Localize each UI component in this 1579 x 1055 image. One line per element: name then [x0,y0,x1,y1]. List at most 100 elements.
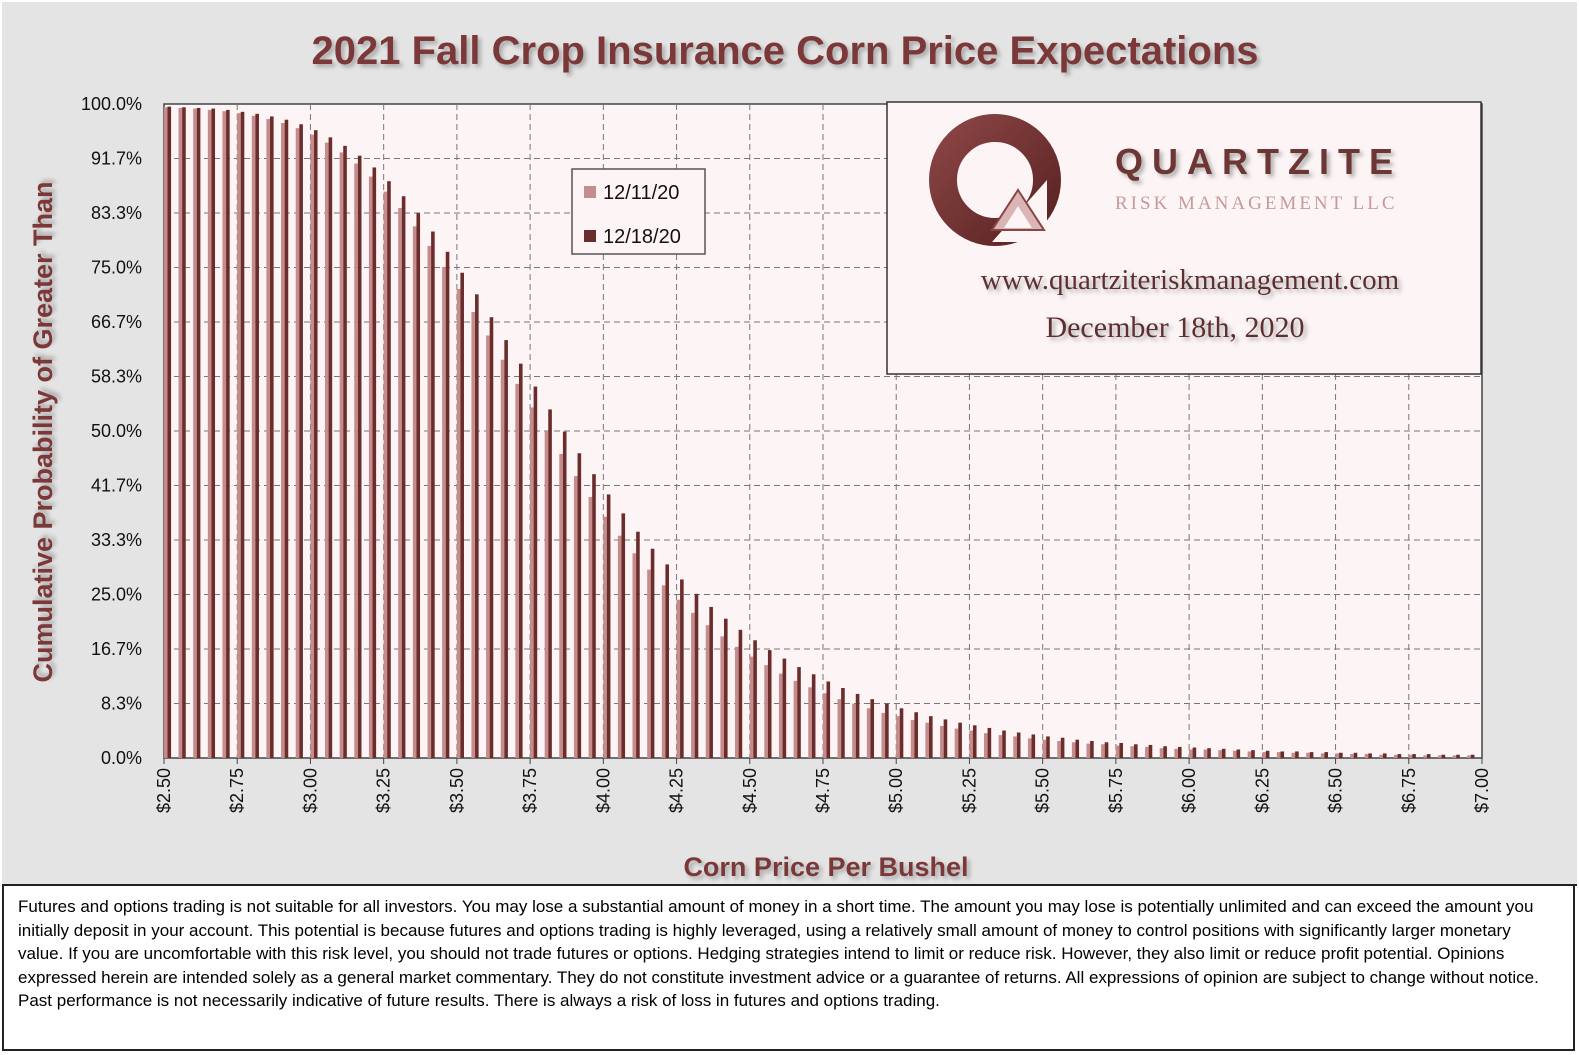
x-tick-label: $7.00 [1472,768,1492,813]
bar-series2 [445,251,450,759]
bar-series1 [808,687,812,758]
bar-series1 [354,163,358,758]
bar-series2 [357,155,362,759]
bar-series1 [324,142,329,759]
bar-series2 [1192,747,1197,758]
bar-series2 [1456,754,1460,758]
bar-series1 [969,730,973,758]
x-tick-label: $2.50 [154,768,174,813]
bar-series2 [826,681,831,758]
disclaimer-text: Futures and options trading is not suita… [18,897,1539,1010]
bar-series1 [1291,752,1296,758]
bar-series1 [266,119,271,759]
bar-series2 [401,196,406,758]
y-axis-ticks: 0.0% 8.3% 16.7% 25.0% 33.3% 41.7% 50.0% 58.3% 66… [81,94,142,768]
bar-series1 [500,359,505,758]
bar-series2 [533,386,538,758]
bar-series1 [998,735,1003,758]
bar-series1 [603,516,607,758]
bar-series2 [650,548,655,758]
bar-series2 [723,618,728,758]
watermark-brand: QUARTZITE [1115,141,1402,182]
bar-series1 [1335,753,1340,758]
x-tick-label: $5.50 [1033,768,1053,813]
bar-series2 [1324,752,1329,758]
bar-series2 [797,667,801,758]
x-tick-label: $6.75 [1399,768,1419,813]
bar-series1 [822,693,827,758]
x-tick-label: $4.50 [740,768,760,813]
bar-series2 [240,111,245,759]
bar-series2 [1177,746,1182,758]
x-tick-label: $2.75 [227,768,247,813]
bar-series2 [1368,753,1372,758]
bar-series2 [606,494,611,758]
watermark-date: December 18th, 2020 [1045,311,1304,344]
bar-series2 [738,629,743,758]
bar-series1 [910,720,915,758]
x-tick-label: $6.25 [1252,768,1272,813]
bar-series1 [954,728,959,758]
bar-series1 [1408,754,1413,758]
x-tick-label: $3.25 [374,768,394,813]
bar-series1 [866,708,871,758]
bar-series2 [914,712,918,758]
bar-series2 [372,167,377,758]
bar-series1 [1364,754,1369,758]
bar-series2 [958,722,962,758]
x-axis-title: Corn Price Per Bushel [683,852,968,882]
bar-series2 [1309,752,1314,758]
bar-series1 [1452,755,1457,758]
bar-series2 [1046,736,1050,758]
bars-group [163,106,1475,759]
bar-series2 [1060,737,1065,758]
bar-series1 [705,625,710,758]
bar-series2 [313,130,318,758]
bar-series1 [398,207,402,759]
bar-series1 [1027,738,1032,758]
bar-series2 [562,431,567,758]
bar-series1 [1071,742,1076,758]
bar-series2 [1075,739,1080,758]
bar-series1 [573,476,578,758]
bar-series1 [632,553,637,758]
bar-series2 [1104,742,1109,758]
bar-series2 [343,145,347,759]
bar-series1 [1115,745,1120,758]
bar-series2 [270,116,274,759]
bar-series2 [753,640,757,758]
bar-series1 [837,699,842,758]
bar-series1 [427,245,432,759]
x-tick-label: $6.50 [1326,768,1346,813]
bar-series1 [383,191,388,758]
bar-series2 [328,137,333,759]
bar-series2 [767,650,772,758]
bar-series1 [486,335,490,758]
bar-series2 [621,513,626,758]
bar-series2 [1382,753,1387,758]
bar-series2 [987,727,992,758]
bar-series1 [412,226,417,759]
bar-series2 [211,108,216,758]
x-tick-label: $3.50 [447,768,467,813]
bar-series1 [1232,750,1237,758]
bar-series1 [310,134,314,759]
bar-series1 [691,612,695,758]
bar-series1 [193,108,197,758]
bar-series1 [940,725,944,758]
bar-series1 [1130,746,1135,758]
bar-series1 [295,128,300,758]
bar-series2 [680,579,684,758]
bar-series1 [1350,754,1354,758]
bar-series1 [339,152,344,758]
bar-series2 [475,294,479,758]
bar-series2 [182,107,186,758]
chart-title: 2021 Fall Crop Insurance Corn Price Expe… [312,29,1259,73]
bar-series1 [617,535,622,758]
watermark-subtitle: RISK MANAGEMENT LLC [1115,193,1398,214]
bar-series2 [1002,730,1006,758]
bar-series1 [222,111,227,758]
bar-series1 [1218,750,1222,758]
bar-series1 [1437,755,1442,758]
bar-series2 [885,703,889,758]
